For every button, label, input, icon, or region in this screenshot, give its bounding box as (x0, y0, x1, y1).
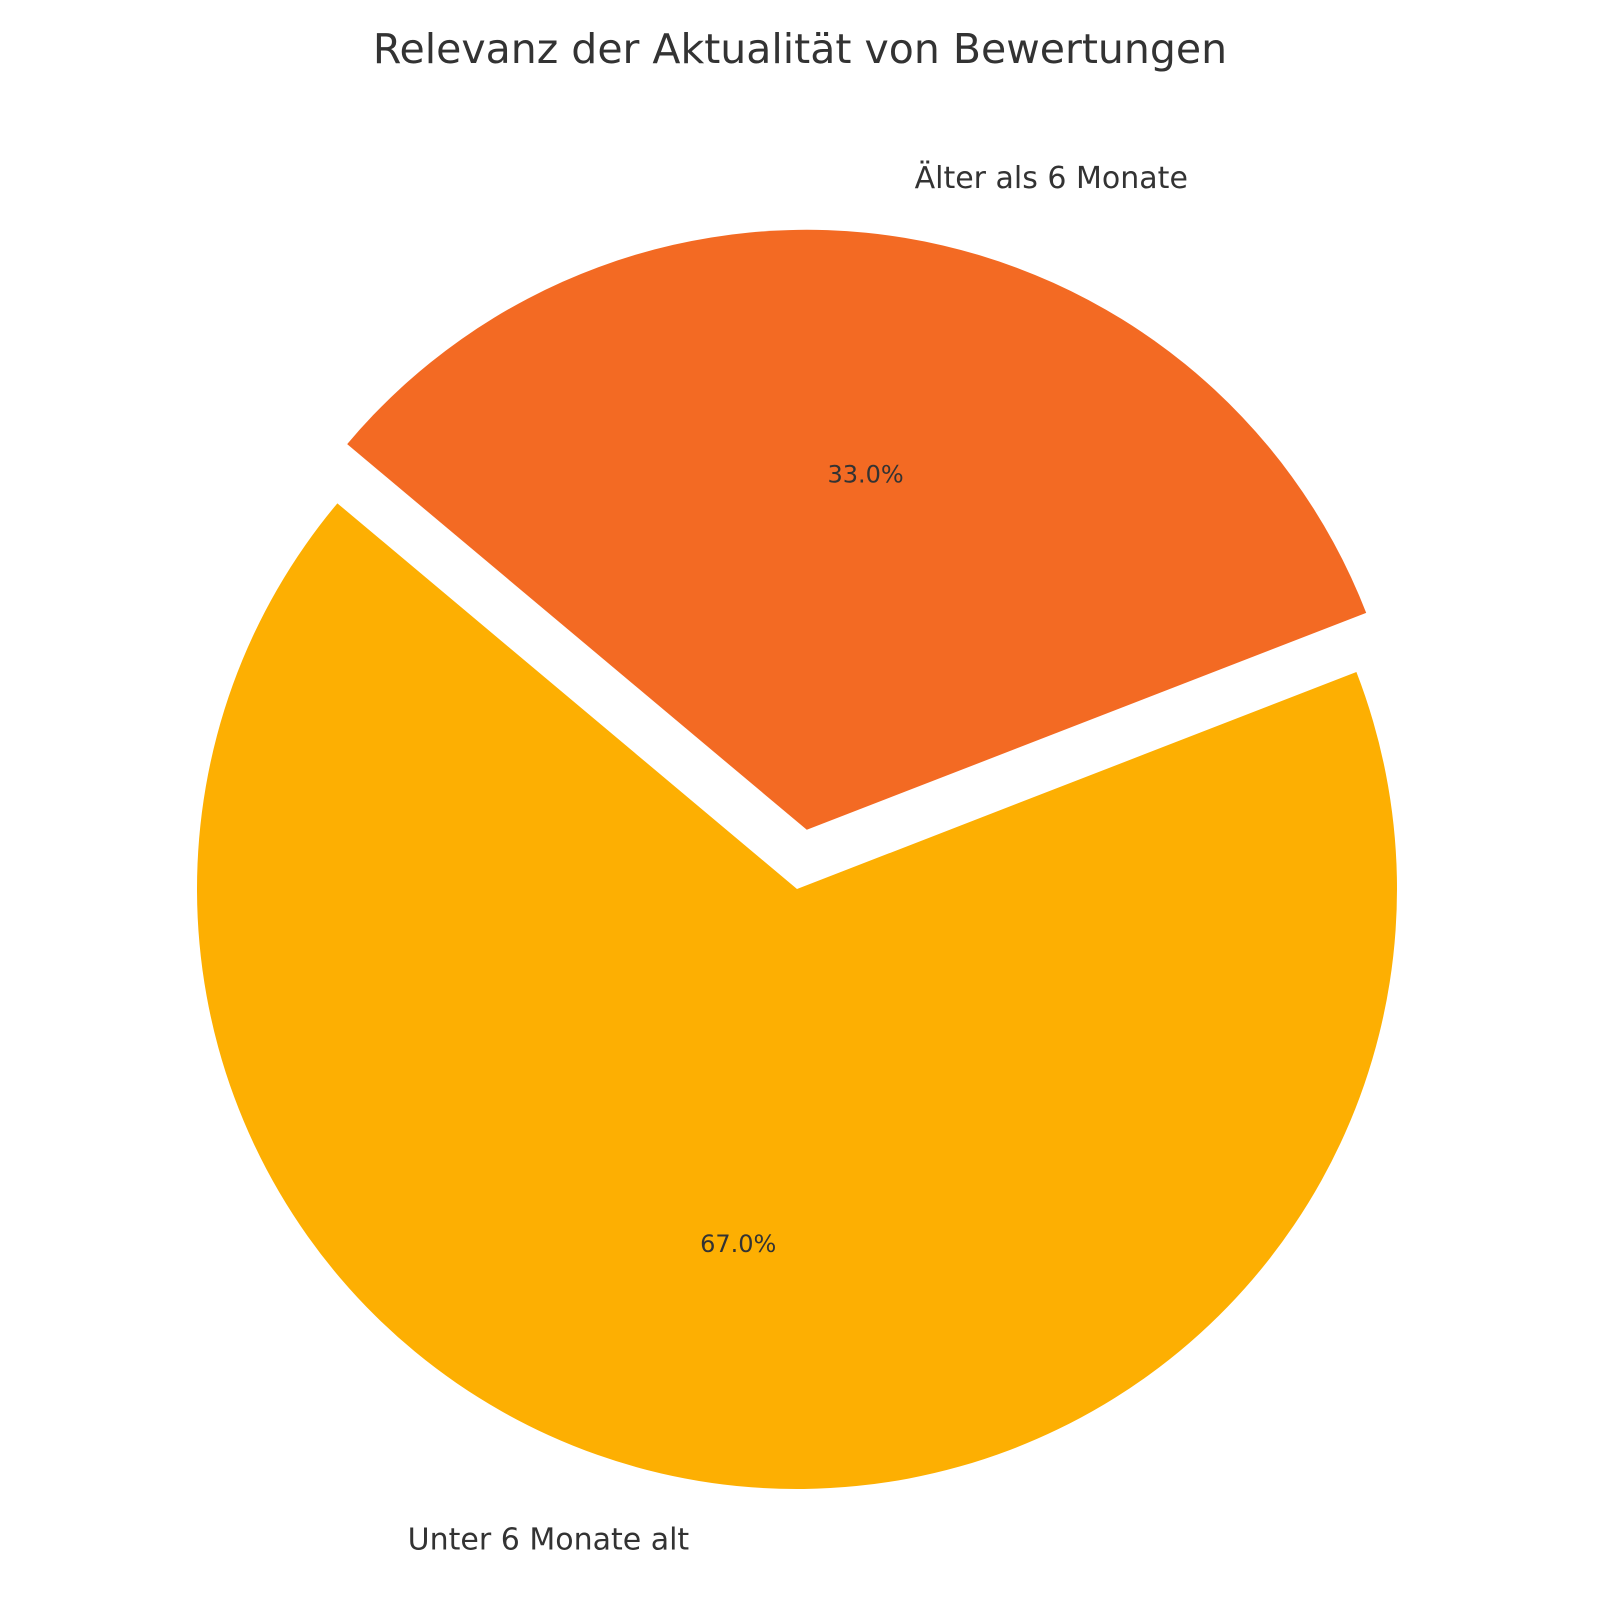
slice-category-label: Unter 6 Monate alt (408, 1523, 690, 1558)
chart-title: Relevanz der Aktualität von Bewertungen (373, 25, 1227, 73)
slice-category-label: Älter als 6 Monate (915, 160, 1188, 196)
pie-slices (197, 229, 1397, 1490)
pie-slice-0 (197, 503, 1397, 1490)
slice-percent-label: 33.0% (827, 461, 903, 489)
slice-percent-label: 67.0% (700, 1230, 776, 1258)
pie-slice-1 (347, 229, 1367, 830)
pie-labels: 67.0% Unter 6 Monate alt 33.0% Älter als 6 … (408, 160, 1188, 1557)
